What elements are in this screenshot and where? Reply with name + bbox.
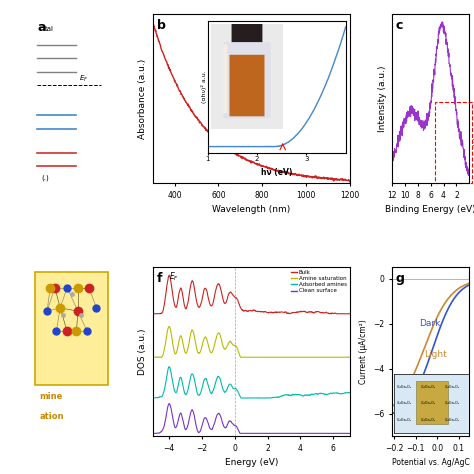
Bulk bbox=[151, 311, 156, 317]
Adsorbed amines bbox=[166, 364, 172, 370]
Amine saturation bbox=[150, 355, 155, 360]
Amine saturation bbox=[162, 344, 168, 350]
Line: Adsorbed amines: Adsorbed amines bbox=[153, 367, 350, 398]
Y-axis label: Absorbance (a.u.): Absorbance (a.u.) bbox=[138, 58, 147, 139]
Bulk bbox=[270, 310, 275, 316]
Text: $E_F$: $E_F$ bbox=[80, 74, 89, 84]
Bulk bbox=[166, 273, 172, 278]
Clean surface bbox=[347, 430, 353, 436]
Bulk bbox=[150, 311, 155, 317]
Y-axis label: Intensity (a.u.): Intensity (a.u.) bbox=[377, 65, 386, 132]
Text: (.): (.) bbox=[41, 174, 49, 181]
Text: a: a bbox=[37, 21, 46, 34]
Line: Clean surface: Clean surface bbox=[153, 404, 350, 433]
Adsorbed amines bbox=[270, 395, 275, 401]
Bulk bbox=[347, 311, 353, 317]
Bulk bbox=[265, 310, 271, 316]
Text: g: g bbox=[396, 273, 405, 285]
Clean surface bbox=[275, 430, 281, 436]
Text: c: c bbox=[396, 19, 403, 32]
Bar bbox=[36, 273, 108, 385]
Line: Amine saturation: Amine saturation bbox=[153, 327, 350, 357]
Text: mine: mine bbox=[39, 392, 63, 401]
Text: Light: Light bbox=[425, 350, 447, 359]
Clean surface bbox=[150, 430, 155, 436]
Clean surface bbox=[264, 430, 270, 436]
Text: $E_F$: $E_F$ bbox=[169, 270, 179, 283]
X-axis label: Binding Energy (eV): Binding Energy (eV) bbox=[385, 205, 474, 214]
Bulk bbox=[320, 310, 326, 316]
Amine saturation bbox=[319, 355, 325, 360]
Clean surface bbox=[166, 401, 172, 407]
Bulk bbox=[276, 310, 282, 315]
Text: ation: ation bbox=[39, 412, 64, 421]
Adsorbed amines bbox=[162, 384, 168, 390]
Adsorbed amines bbox=[319, 391, 325, 397]
Adsorbed amines bbox=[347, 390, 353, 395]
Clean surface bbox=[162, 420, 168, 426]
X-axis label: Wavelength (nm): Wavelength (nm) bbox=[212, 205, 291, 214]
Bulk bbox=[300, 309, 305, 314]
Adsorbed amines bbox=[300, 393, 305, 399]
Amine saturation bbox=[347, 355, 353, 360]
X-axis label: Energy (eV): Energy (eV) bbox=[225, 458, 278, 467]
Amine saturation bbox=[275, 355, 281, 360]
Y-axis label: Current (μA/cm²): Current (μA/cm²) bbox=[359, 319, 368, 384]
Text: Dark: Dark bbox=[419, 319, 440, 328]
Amine saturation bbox=[264, 355, 270, 360]
Legend: Bulk, Amine saturation, Adsorbed amines, Clean surface: Bulk, Amine saturation, Adsorbed amines,… bbox=[291, 270, 347, 293]
Amine saturation bbox=[166, 324, 172, 329]
Text: b: b bbox=[157, 19, 165, 32]
Text: f: f bbox=[157, 273, 162, 285]
Text: tal: tal bbox=[45, 26, 54, 32]
Clean surface bbox=[300, 430, 305, 436]
X-axis label: Potential vs. Ag/AgC: Potential vs. Ag/AgC bbox=[392, 458, 470, 467]
Adsorbed amines bbox=[150, 395, 155, 401]
Text: 3: 3 bbox=[472, 139, 474, 148]
Clean surface bbox=[270, 430, 275, 436]
Line: Bulk: Bulk bbox=[153, 275, 350, 314]
Clean surface bbox=[319, 430, 325, 436]
Adsorbed amines bbox=[275, 394, 281, 400]
Bar bbox=[435, 102, 472, 183]
Bulk bbox=[162, 296, 168, 301]
Adsorbed amines bbox=[264, 395, 270, 401]
Amine saturation bbox=[270, 355, 275, 360]
Amine saturation bbox=[300, 355, 305, 360]
Y-axis label: DOS (a.u.): DOS (a.u.) bbox=[138, 328, 147, 375]
